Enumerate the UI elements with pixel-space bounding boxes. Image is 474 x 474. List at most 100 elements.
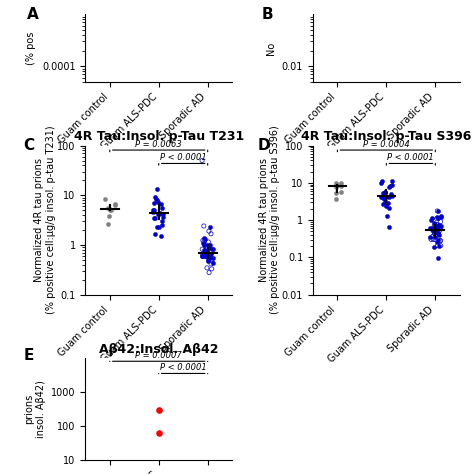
Point	[154, 196, 161, 204]
Point	[157, 233, 164, 240]
Point	[382, 197, 389, 204]
Point	[433, 223, 441, 231]
Point	[429, 236, 437, 243]
Point	[206, 223, 214, 230]
Point	[203, 264, 211, 272]
Point	[206, 245, 213, 252]
Point	[207, 260, 215, 268]
Point	[430, 219, 438, 227]
Point	[207, 251, 214, 259]
Point	[384, 200, 392, 207]
Point	[149, 206, 157, 214]
Point	[158, 217, 165, 225]
Point	[155, 429, 163, 437]
Point	[199, 237, 207, 244]
Point	[199, 250, 206, 258]
Point	[205, 250, 212, 257]
Point	[205, 242, 213, 250]
Text: A: A	[27, 8, 38, 22]
Point	[200, 240, 207, 247]
Text: B: B	[262, 8, 273, 22]
Point	[431, 227, 438, 235]
Point	[202, 246, 210, 253]
Point	[333, 181, 340, 189]
Point	[201, 242, 208, 249]
Point	[378, 193, 385, 201]
Point	[206, 241, 214, 249]
Point	[431, 227, 439, 234]
Point	[199, 239, 207, 246]
Text: C: C	[24, 138, 35, 153]
Title: Aβ42:Insol. Aβ42: Aβ42:Insol. Aβ42	[99, 343, 219, 356]
Point	[332, 195, 340, 203]
Point	[434, 237, 442, 244]
Point	[208, 256, 215, 264]
Point	[427, 216, 435, 223]
Point	[202, 253, 210, 260]
Point	[387, 191, 395, 198]
Point	[203, 244, 211, 251]
Point	[388, 181, 396, 189]
Point	[377, 179, 384, 187]
Point	[381, 188, 389, 196]
Point	[434, 214, 442, 222]
Point	[205, 243, 212, 250]
Point	[205, 228, 213, 235]
Point	[435, 230, 442, 237]
Point	[434, 207, 441, 215]
Point	[200, 235, 207, 242]
Point	[386, 182, 394, 189]
Point	[203, 246, 210, 254]
Point	[428, 224, 436, 232]
Point	[155, 210, 162, 218]
Point	[152, 214, 159, 222]
Point	[434, 213, 441, 221]
Text: E: E	[24, 348, 34, 363]
Point	[381, 188, 389, 196]
Point	[111, 201, 119, 209]
Y-axis label: Normalized 4R tau prions
(% positive cell:μg/g insol. p-tau T231): Normalized 4R tau prions (% positive cel…	[34, 126, 56, 314]
Point	[435, 243, 443, 250]
Point	[427, 233, 434, 241]
Point	[382, 203, 390, 210]
Point	[426, 224, 433, 232]
Point	[430, 222, 438, 230]
Point	[433, 215, 440, 222]
Text: P = 0.0004: P = 0.0004	[363, 139, 410, 148]
Point	[200, 253, 208, 260]
Point	[436, 227, 443, 234]
Y-axis label: Normalized 4R tau prions
(% positive cell:μg/g insol. p-tau S396): Normalized 4R tau prions (% positive cel…	[259, 126, 281, 314]
Title: 4R Tau:Insol. p-Tau S396: 4R Tau:Insol. p-Tau S396	[301, 130, 472, 143]
Point	[210, 246, 217, 253]
Point	[434, 242, 441, 249]
Point	[434, 222, 442, 229]
Point	[437, 212, 445, 220]
Point	[155, 406, 163, 413]
Point	[436, 237, 444, 245]
Point	[151, 230, 158, 237]
Point	[205, 269, 213, 276]
Y-axis label: No: No	[266, 41, 276, 55]
Point	[204, 257, 212, 264]
Point	[209, 259, 217, 266]
Point	[431, 233, 439, 240]
Point	[382, 189, 389, 196]
Point	[433, 238, 441, 246]
Point	[106, 207, 114, 214]
Point	[332, 181, 340, 189]
Point	[431, 223, 439, 230]
Point	[388, 192, 396, 200]
Point	[379, 200, 386, 208]
Point	[431, 236, 439, 243]
Point	[208, 265, 216, 273]
Point	[200, 222, 208, 230]
Point	[435, 223, 442, 230]
Point	[205, 255, 212, 262]
Point	[433, 221, 441, 228]
Point	[380, 194, 387, 202]
Point	[199, 253, 206, 260]
Point	[378, 177, 386, 184]
Point	[383, 212, 391, 219]
Point	[158, 222, 166, 229]
Point	[437, 213, 445, 220]
